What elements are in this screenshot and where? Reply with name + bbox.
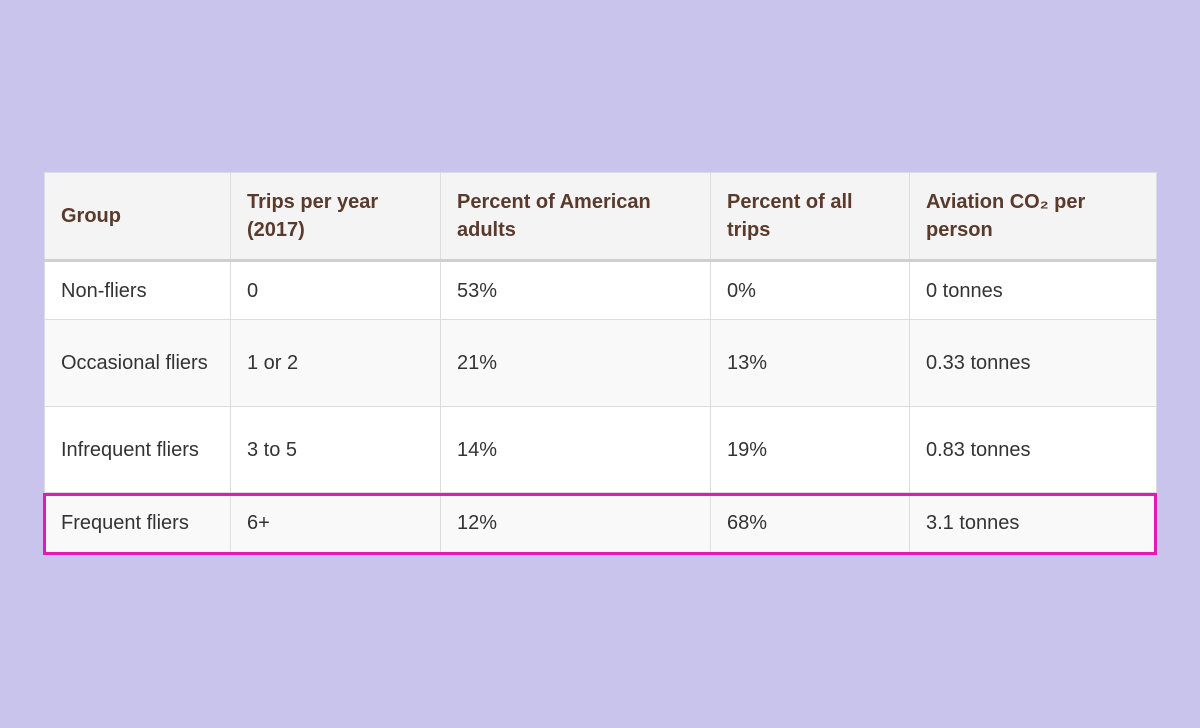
table-cell: 68% bbox=[710, 492, 910, 553]
table-cell: 0 bbox=[230, 260, 441, 320]
table-cell: Non-fliers bbox=[44, 260, 231, 320]
header-cell: Aviation CO₂ per person bbox=[909, 172, 1157, 262]
header-cell: Trips per year (2017) bbox=[230, 172, 441, 262]
header-cell: Group bbox=[44, 172, 231, 262]
table-row: Infrequent fliers 3 to 5 14% 19% 0.83 tonnes bbox=[44, 406, 1157, 493]
table-cell: 0 tonnes bbox=[909, 260, 1157, 320]
table-cell: 3 to 5 bbox=[230, 406, 441, 493]
table-cell: Occasional fliers bbox=[44, 319, 231, 407]
table-row: Non-fliers 0 53% 0% 0 tonnes bbox=[44, 260, 1157, 320]
table-cell: 3.1 tonnes bbox=[909, 492, 1157, 553]
table-cell: 0% bbox=[710, 260, 910, 320]
table-cell: 0.33 tonnes bbox=[909, 319, 1157, 407]
header-row: Group Trips per year (2017) Percent of Ame… bbox=[44, 172, 1157, 262]
table-cell: 13% bbox=[710, 319, 910, 407]
table-cell: Frequent fliers bbox=[44, 492, 231, 553]
data-table: Group Trips per year (2017) Percent of Ame… bbox=[44, 172, 1157, 553]
table-row: Occasional fliers 1 or 2 21% 13% 0.33 tonnes bbox=[44, 319, 1157, 407]
table-cell: Infrequent fliers bbox=[44, 406, 231, 493]
table-cell: 19% bbox=[710, 406, 910, 493]
table-cell: 53% bbox=[440, 260, 711, 320]
table-cell: 12% bbox=[440, 492, 711, 553]
table-cell: 14% bbox=[440, 406, 711, 493]
table-cell: 21% bbox=[440, 319, 711, 407]
header-cell: Percent of all trips bbox=[710, 172, 910, 262]
table-cell: 6+ bbox=[230, 492, 441, 553]
header-cell: Percent of American adults bbox=[440, 172, 711, 262]
table-row: Frequent fliers 6+ 12% 68% 3.1 tonnes bbox=[44, 492, 1157, 553]
table-cell: 0.83 tonnes bbox=[909, 406, 1157, 493]
table-cell: 1 or 2 bbox=[230, 319, 441, 407]
